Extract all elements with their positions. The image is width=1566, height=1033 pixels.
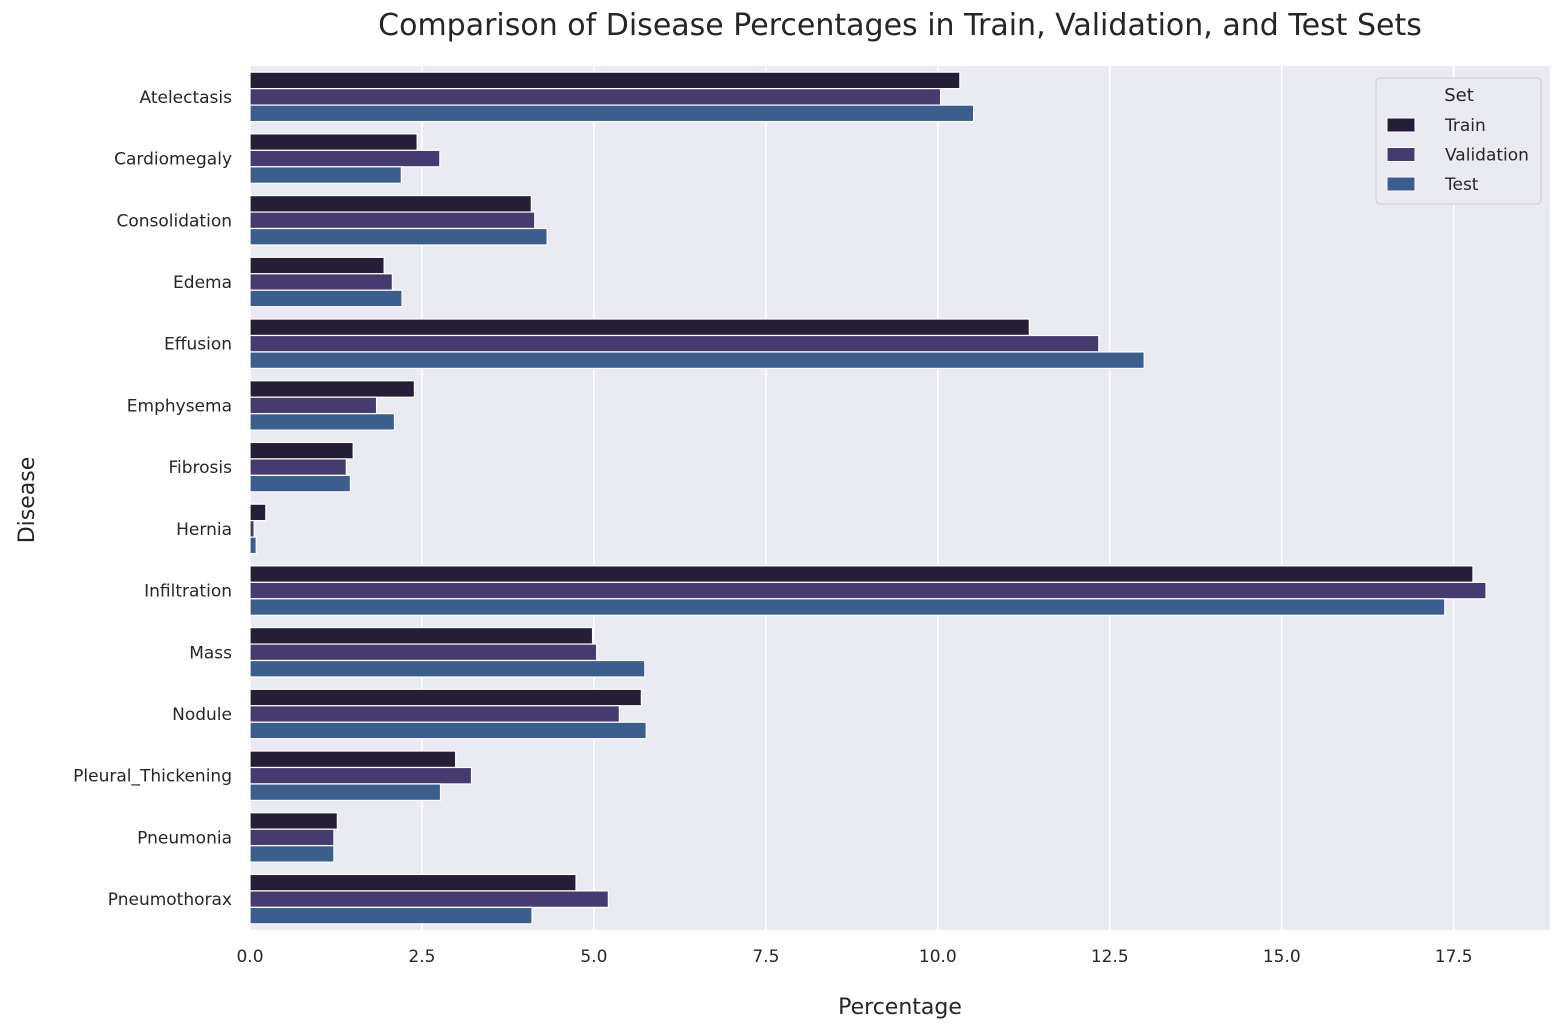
x-tick-label: 10.0 (919, 947, 957, 967)
bar-validation-infiltration (249, 581, 1487, 600)
legend-title: Set (1444, 85, 1474, 106)
y-tick-label-pneumonia: Pneumonia (137, 828, 232, 848)
bar-test-edema (249, 289, 403, 308)
legend-label-test: Test (1444, 175, 1479, 195)
bar-train-nodule (249, 688, 642, 707)
bar-train-effusion (249, 318, 1030, 337)
bar-train-pneumonia (249, 812, 338, 830)
y-tick-label-atelectasis: Atelectasis (139, 88, 232, 108)
bar-test-pneumonia (249, 845, 335, 863)
y-tick-label-hernia: Hernia (176, 520, 232, 540)
bar-test-mass (249, 659, 646, 678)
bar-train-edema (249, 256, 385, 275)
bar-train-hernia (249, 503, 267, 522)
bar-validation-fibrosis (249, 458, 347, 476)
y-tick-labels: Atelectasis Cardiomegaly Consolidation Edem… (73, 88, 232, 910)
chart-title: Comparison of Disease Percentages in Tra… (378, 8, 1422, 43)
bar-validation-emphysema (249, 396, 378, 415)
x-tick-label: 17.5 (1435, 947, 1473, 967)
y-tick-label-pneumothorax: Pneumothorax (108, 890, 232, 910)
bar-validation-atelectasis (249, 88, 942, 106)
bar-test-infiltration (249, 598, 1446, 616)
bar-train-atelectasis (249, 71, 961, 90)
y-tick-label-consolidation: Consolidation (116, 211, 232, 231)
bar-train-pleural-thickening (249, 750, 457, 769)
bar-test-cardiomegaly (249, 166, 402, 184)
y-tick-label-fibrosis: Fibrosis (168, 458, 232, 478)
y-tick-label-edema: Edema (173, 273, 232, 293)
legend-label-validation: Validation (1445, 146, 1529, 166)
y-tick-label-mass: Mass (189, 643, 232, 663)
gridlines (249, 66, 1455, 930)
bar-validation-effusion (249, 334, 1100, 353)
bar-validation-cardiomegaly (249, 149, 441, 168)
x-tick-label: 5.0 (580, 947, 607, 967)
bar-validation-pneumothorax (249, 890, 609, 908)
bar-validation-edema (249, 273, 393, 291)
bar-validation-mass (249, 643, 598, 662)
bar-train-cardiomegaly (249, 133, 418, 151)
bar-test-effusion (249, 351, 1145, 370)
x-tick-label: 0.0 (236, 947, 263, 967)
bar-test-atelectasis (249, 104, 975, 123)
x-tick-label: 15.0 (1263, 947, 1301, 967)
legend: Set Train Validation Test (1375, 77, 1542, 205)
x-tick-label: 7.5 (752, 947, 779, 967)
bar-train-consolidation (249, 195, 532, 213)
bar-validation-hernia (249, 520, 255, 538)
y-tick-label-emphysema: Emphysema (127, 396, 232, 416)
legend-swatch-validation (1386, 147, 1416, 162)
y-tick-label-nodule: Nodule (172, 705, 232, 725)
bar-test-consolidation (249, 227, 548, 246)
x-tick-label: 2.5 (408, 947, 435, 967)
bar-test-hernia (249, 536, 257, 555)
x-axis-title: Percentage (838, 995, 962, 1020)
legend-label-train: Train (1444, 116, 1486, 136)
legend-box (1375, 77, 1542, 205)
bar-test-nodule (249, 721, 647, 740)
bar-validation-consolidation (249, 211, 536, 230)
bar-train-emphysema (249, 380, 415, 398)
bar-test-emphysema (249, 413, 396, 431)
bar-train-fibrosis (249, 441, 354, 460)
bar-train-infiltration (249, 565, 1474, 583)
bar-train-mass (249, 626, 594, 645)
bar-validation-pleural-thickening (249, 766, 473, 785)
bar-validation-nodule (249, 705, 620, 723)
y-axis-title: Disease (15, 457, 40, 544)
bar-train-pneumothorax (249, 873, 577, 892)
y-tick-label-effusion: Effusion (164, 335, 232, 355)
y-tick-label-infiltration: Infiltration (144, 582, 232, 602)
x-tick-labels: 0.0 2.5 5.0 7.5 10.0 12.5 15.0 17.5 (236, 947, 1472, 967)
bars (249, 71, 1487, 925)
bar-validation-pneumonia (249, 828, 335, 847)
legend-swatch-train (1386, 117, 1416, 133)
bar-test-pneumothorax (249, 906, 533, 925)
y-tick-label-cardiomegaly: Cardiomegaly (114, 150, 232, 170)
bar-test-pleural-thickening (249, 783, 442, 802)
y-tick-label-pleural-thickening: Pleural_Thickening (73, 767, 232, 787)
legend-swatch-test (1386, 176, 1416, 192)
bar-test-fibrosis (249, 474, 352, 493)
x-tick-label: 12.5 (1091, 947, 1129, 967)
